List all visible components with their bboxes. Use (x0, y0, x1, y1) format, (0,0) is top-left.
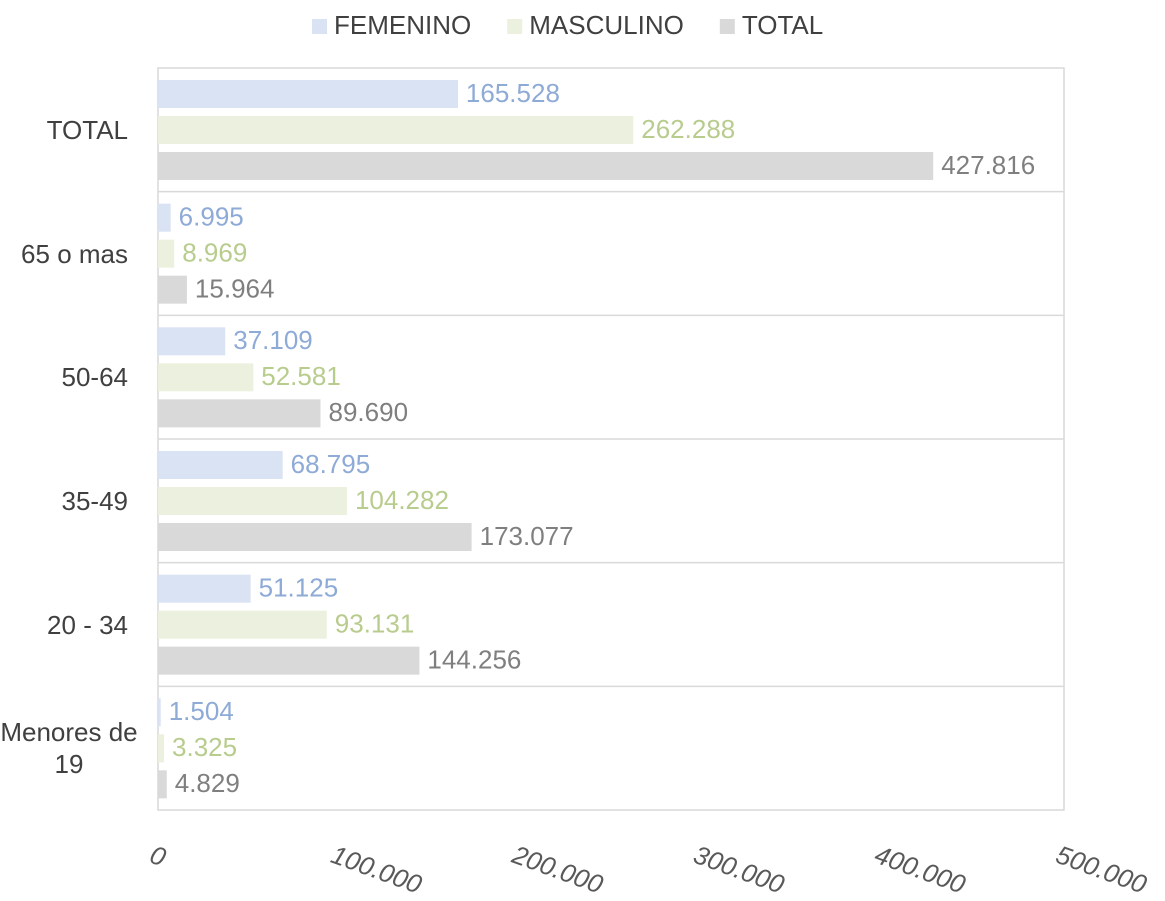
bar (158, 152, 934, 180)
data-label: 165.528 (466, 78, 560, 108)
x-tick-label: 200.000 (508, 839, 608, 900)
bar (158, 487, 347, 515)
x-tick-label: 400.000 (871, 839, 970, 900)
legend-swatch (719, 19, 735, 34)
x-tick-label: 500.000 (1052, 839, 1151, 900)
data-label: 144.256 (427, 645, 521, 675)
bar (158, 116, 634, 144)
data-label: 4.829 (175, 768, 240, 798)
data-label: 6.995 (179, 202, 244, 232)
bar (158, 610, 327, 639)
x-tick-label: 100.000 (327, 839, 426, 900)
bar (158, 523, 472, 551)
category-label: 20 - 34 (47, 609, 128, 640)
x-tick-label: 300.000 (690, 839, 789, 900)
legend-label: TOTAL (742, 10, 823, 40)
legend-swatch (312, 19, 327, 34)
bar (158, 239, 175, 268)
data-label: 3.325 (172, 732, 237, 762)
category-label: TOTAL (46, 114, 128, 145)
data-label: 8.969 (182, 238, 247, 268)
legend-label: MASCULINO (529, 10, 684, 40)
category-label: 65 o mas (21, 238, 128, 269)
bar (158, 451, 283, 479)
data-label: 89.690 (329, 397, 409, 427)
bar (158, 734, 165, 763)
category-label: 35-49 (61, 485, 129, 516)
data-label: 262.288 (641, 114, 735, 144)
data-label: 1.504 (169, 696, 234, 726)
bar (158, 327, 226, 356)
data-label: 427.816 (941, 150, 1035, 180)
data-label: 173.077 (480, 521, 574, 551)
bar (158, 80, 458, 108)
bar (158, 399, 321, 428)
legend-swatch (507, 19, 523, 34)
x-tick-label: 0 (146, 839, 170, 872)
data-label: 52.581 (261, 361, 341, 391)
bar (158, 770, 167, 799)
data-label: 104.282 (355, 485, 449, 515)
bar (158, 698, 161, 727)
data-label: 15.964 (195, 274, 275, 304)
category-label: 50-64 (61, 362, 129, 393)
data-label: 68.795 (291, 449, 371, 479)
data-label: 37.109 (233, 325, 313, 355)
category-label: Menores de 19 (0, 717, 138, 780)
bar (158, 574, 251, 603)
bar (158, 646, 420, 675)
bar (158, 275, 187, 304)
legend-label: FEMENINO (334, 10, 471, 40)
bar (158, 203, 171, 232)
data-label: 51.125 (259, 573, 339, 603)
data-label: 93.131 (335, 609, 415, 639)
bar (158, 363, 254, 392)
